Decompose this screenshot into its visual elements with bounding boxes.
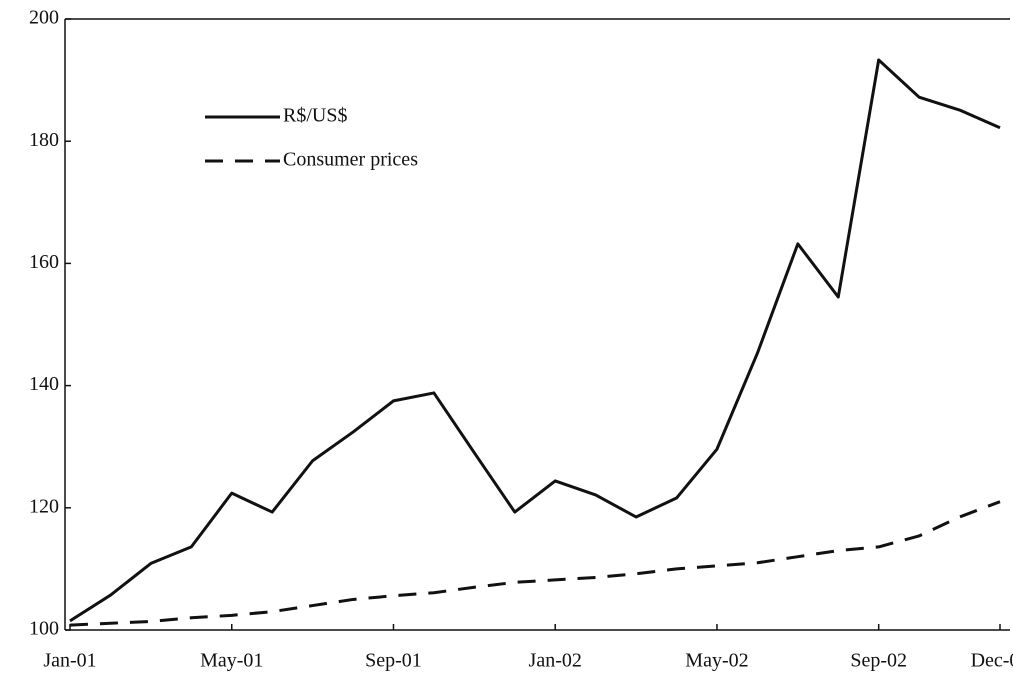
y-tick-label: 100 xyxy=(29,618,59,640)
y-tick-label: 160 xyxy=(29,251,59,273)
x-tick-label: Jan-02 xyxy=(529,650,582,672)
y-tick-label: 140 xyxy=(29,373,59,395)
series-line xyxy=(69,500,1001,627)
x-tick-label: Jan-01 xyxy=(43,650,96,672)
legend: R$/US$ Consumer prices xyxy=(205,105,418,171)
y-tick-label: 180 xyxy=(29,129,59,151)
x-tick-label: Dec-02 xyxy=(971,650,1013,672)
x-tick-label: Sep-01 xyxy=(365,650,422,672)
y-tick-label: 120 xyxy=(29,495,59,517)
legend-label: R$/US$ xyxy=(283,105,347,127)
y-tick-label: 200 xyxy=(29,7,59,29)
x-tick-label: May-01 xyxy=(200,650,263,672)
x-tick-label: May-02 xyxy=(685,650,748,672)
series-line xyxy=(69,58,1001,623)
legend-label: Consumer prices xyxy=(283,149,418,171)
x-tick-label: Sep-02 xyxy=(850,650,907,672)
